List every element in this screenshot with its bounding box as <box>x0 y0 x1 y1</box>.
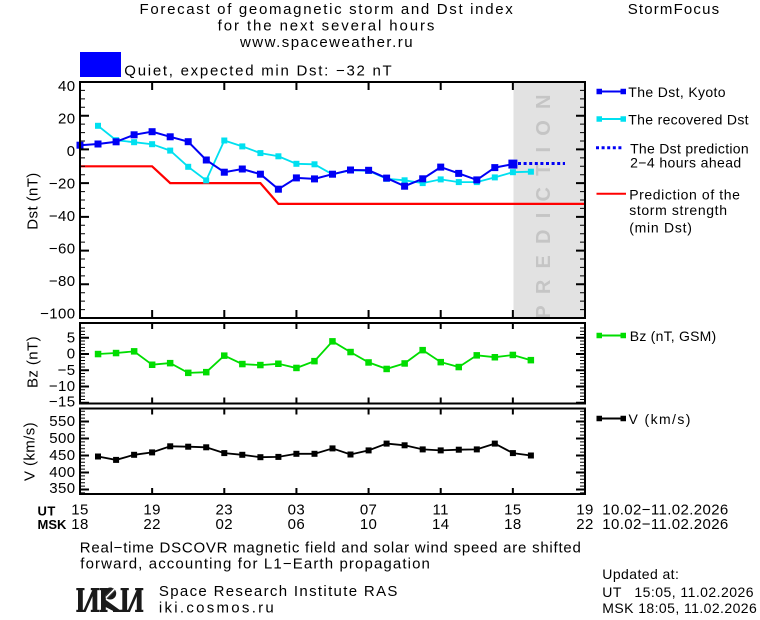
svg-text:UT 15:05, 11.02.2026: UT 15:05, 11.02.2026 <box>602 584 754 600</box>
svg-text:10.02−11.02.2026: 10.02−11.02.2026 <box>602 502 728 519</box>
svg-text:18: 18 <box>504 516 522 533</box>
svg-text:Real−time DSCOVR magnetic fiel: Real−time DSCOVR magnetic field and sola… <box>80 540 582 557</box>
svg-text:forward, accounting for L1−Ear: forward, accounting for L1−Earth propaga… <box>80 556 431 573</box>
svg-text:(min Dst): (min Dst) <box>629 220 692 236</box>
svg-text:350: 350 <box>49 480 75 497</box>
svg-text:The Dst prediction: The Dst prediction <box>630 140 749 156</box>
svg-text:Updated at:: Updated at: <box>602 566 679 582</box>
svg-text:www.spaceweather.ru: www.spaceweather.ru <box>239 34 414 51</box>
svg-text:−20: −20 <box>49 176 76 193</box>
svg-text:450: 450 <box>49 447 75 464</box>
svg-text:07: 07 <box>360 502 378 519</box>
svg-text:20: 20 <box>58 111 76 128</box>
svg-text:40: 40 <box>58 78 76 95</box>
svg-text:14: 14 <box>432 516 450 533</box>
svg-text:for the next several hours: for the next several hours <box>218 18 437 35</box>
svg-text:550: 550 <box>49 413 75 430</box>
svg-text:23: 23 <box>216 502 234 519</box>
svg-text:Prediction of the: Prediction of the <box>629 186 740 202</box>
svg-text:11: 11 <box>433 502 449 519</box>
svg-text:0: 0 <box>67 346 76 363</box>
svg-text:The Dst, Kyoto: The Dst, Kyoto <box>628 84 726 100</box>
svg-text:−10: −10 <box>49 378 76 395</box>
svg-text:0: 0 <box>67 143 76 160</box>
svg-text:10.02−11.02.2026: 10.02−11.02.2026 <box>602 516 728 533</box>
svg-text:MSK 18:05, 11.02.2026: MSK 18:05, 11.02.2026 <box>602 600 757 616</box>
svg-text:18: 18 <box>71 516 89 533</box>
svg-text:−15: −15 <box>49 393 76 410</box>
svg-text:22: 22 <box>576 516 594 533</box>
svg-text:Bz (nT, GSM): Bz (nT, GSM) <box>630 328 717 344</box>
svg-text:The recovered Dst: The recovered Dst <box>628 112 749 128</box>
svg-text:10: 10 <box>360 516 378 533</box>
svg-text:−5: −5 <box>58 362 76 379</box>
svg-text:−40: −40 <box>49 208 76 225</box>
svg-text:02: 02 <box>216 516 234 533</box>
svg-text:03: 03 <box>288 502 306 519</box>
svg-text:Dst (nT): Dst (nT) <box>25 172 42 229</box>
svg-text:15: 15 <box>504 502 522 519</box>
svg-text:06: 06 <box>288 516 306 533</box>
svg-text:UT: UT <box>38 503 56 518</box>
svg-text:Forecast of geomagnetic storm: Forecast of geomagnetic storm and Dst in… <box>140 1 515 18</box>
svg-text:2−4 hours ahead: 2−4 hours ahead <box>630 155 741 171</box>
svg-text:Bz (nT): Bz (nT) <box>25 336 42 388</box>
svg-text:−60: −60 <box>49 241 76 258</box>
svg-text:V (km/s): V (km/s) <box>22 422 39 481</box>
svg-text:V (km/s): V (km/s) <box>629 411 692 427</box>
svg-text:iki.cosmos.ru: iki.cosmos.ru <box>159 600 276 617</box>
svg-text:15: 15 <box>71 502 89 519</box>
svg-text:400: 400 <box>49 464 75 481</box>
svg-text:−100: −100 <box>40 306 75 323</box>
svg-text:22: 22 <box>143 516 161 533</box>
svg-text:PREDICTION: PREDICTION <box>533 83 555 318</box>
svg-text:5: 5 <box>67 329 76 346</box>
svg-text:19: 19 <box>143 502 161 519</box>
svg-text:Space Research Institute RAS: Space Research Institute RAS <box>159 583 399 600</box>
svg-text:19: 19 <box>576 502 594 519</box>
svg-text:500: 500 <box>49 430 75 447</box>
svg-text:MSK: MSK <box>38 517 68 532</box>
svg-text:storm strength: storm strength <box>629 202 727 218</box>
svg-text:−80: −80 <box>49 273 76 290</box>
svg-text:Quiet, expected min Dst: −32 n: Quiet, expected min Dst: −32 nT <box>124 62 393 79</box>
svg-text:StormFocus: StormFocus <box>628 1 721 18</box>
